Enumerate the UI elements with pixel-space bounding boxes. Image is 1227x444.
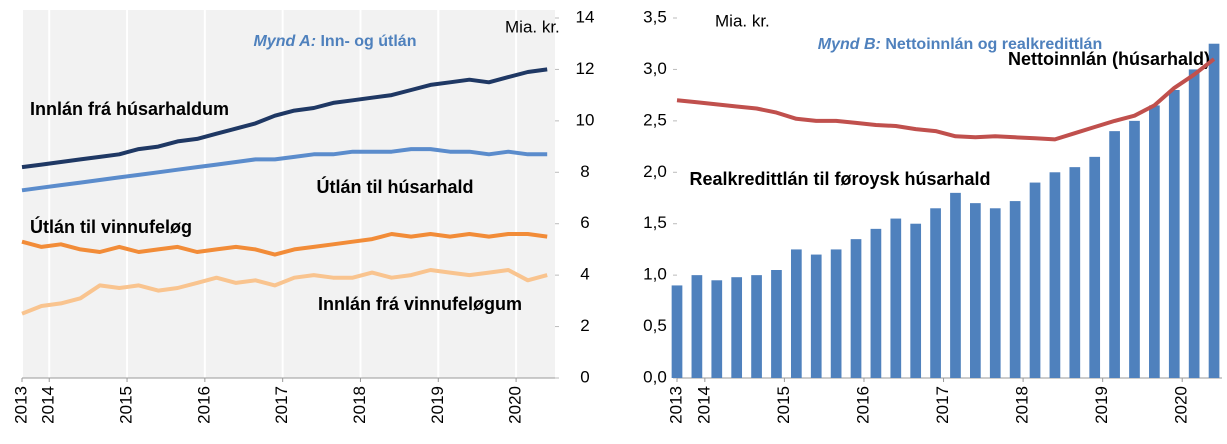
y-tick-label: 8 xyxy=(580,162,589,181)
bar xyxy=(1089,156,1101,378)
x-tick-label: 2015 xyxy=(117,386,136,424)
bar xyxy=(870,228,882,378)
bar xyxy=(1188,69,1200,378)
series-label: Realkredittlán til føroysk húsarhald xyxy=(689,169,990,189)
x-tick-label: 2015 xyxy=(774,386,793,424)
y-tick-label: 3,5 xyxy=(643,7,667,26)
bar xyxy=(890,218,902,378)
series-label: Útlán til húsarhald xyxy=(316,176,473,197)
bar xyxy=(989,208,1001,378)
line xyxy=(21,67,548,170)
x-tick-label: 2013 xyxy=(11,386,30,424)
bar xyxy=(1069,167,1081,378)
bar xyxy=(950,192,961,378)
chart-title: Mynd A: Inn- og útlán xyxy=(254,33,417,50)
y-tick-label: 14 xyxy=(576,7,595,26)
unit-label: Mia. kr. xyxy=(715,11,770,30)
series-label: Útlán til vinnufeløg xyxy=(30,216,192,237)
bar xyxy=(1149,105,1160,378)
x-tick-label: 2017 xyxy=(272,386,291,424)
bar xyxy=(671,285,683,378)
title-text: Inn- og útlán xyxy=(320,33,416,50)
x-tick-label: 2019 xyxy=(1092,386,1111,424)
chart-title: Mynd B: Nettoinnlán og realkredittlán xyxy=(818,36,1102,53)
bar xyxy=(1009,201,1021,378)
x-tick-label: 2018 xyxy=(1013,386,1032,424)
bar xyxy=(810,254,822,378)
title-text: Nettoinnlán og realkredittlán xyxy=(885,36,1102,53)
x-tick-label: 2018 xyxy=(350,386,369,424)
y-tick-label: 12 xyxy=(576,59,595,78)
line xyxy=(676,57,1216,142)
y-tick-label: 0,5 xyxy=(643,316,667,335)
bar xyxy=(830,249,842,378)
title-label: Mynd A: xyxy=(254,33,317,50)
y-tick-label: 2,5 xyxy=(643,110,667,129)
y-tick-label: 2,0 xyxy=(643,162,667,181)
bar xyxy=(1049,172,1061,378)
y-tick-label: 0 xyxy=(580,367,589,386)
x-tick-label: 2013 xyxy=(666,386,685,424)
line xyxy=(21,147,548,193)
x-tick-label: 2016 xyxy=(194,386,213,424)
y-tick-label: 1,5 xyxy=(643,213,667,232)
x-tick-label: 2017 xyxy=(933,386,952,424)
y-tick-label: 0,0 xyxy=(643,367,667,386)
bar xyxy=(1168,90,1180,378)
x-tick-label: 2014 xyxy=(694,386,713,424)
bar xyxy=(771,270,782,378)
series-label: Nettoinnlán (húsarhald) xyxy=(1008,49,1210,69)
bar xyxy=(970,203,981,378)
plot-background xyxy=(22,10,555,378)
y-tick-label: 3,0 xyxy=(643,59,667,78)
bar xyxy=(850,239,862,378)
x-tick-label: 2020 xyxy=(506,386,525,424)
bar xyxy=(691,275,703,378)
x-tick-label: 2014 xyxy=(39,386,58,424)
bar xyxy=(731,277,743,378)
unit-label: Mia. kr. xyxy=(505,17,560,36)
x-tick-label: 2020 xyxy=(1172,386,1191,424)
bar xyxy=(930,208,941,378)
y-tick-label: 1,0 xyxy=(643,265,667,284)
line xyxy=(21,268,548,316)
bar xyxy=(1129,120,1140,378)
bar xyxy=(1109,131,1120,378)
y-tick-label: 4 xyxy=(580,265,589,284)
y-tick-label: 6 xyxy=(580,213,589,232)
title-label: Mynd B: xyxy=(818,36,881,53)
series-label: Innlán frá vinnufeløgum xyxy=(318,294,522,314)
bar xyxy=(711,280,723,378)
y-tick-label: 10 xyxy=(576,110,595,129)
bar xyxy=(751,275,762,378)
bar xyxy=(1208,43,1220,378)
bar xyxy=(790,249,802,378)
y-tick-label: 2 xyxy=(580,316,589,335)
series-label: Innlán frá húsarhaldum xyxy=(30,99,229,119)
bar xyxy=(910,223,922,378)
bar xyxy=(1029,182,1041,378)
x-tick-label: 2016 xyxy=(853,386,872,424)
line xyxy=(21,232,548,257)
x-tick-label: 2019 xyxy=(428,386,447,424)
